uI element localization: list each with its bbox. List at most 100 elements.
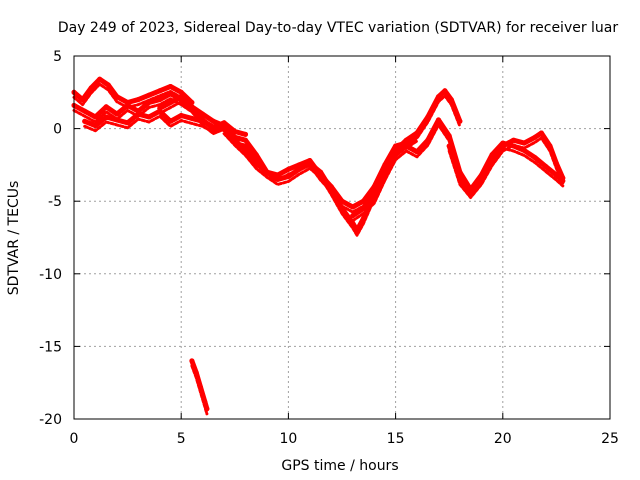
y-tick-label: -20 (39, 412, 62, 428)
data-point (415, 149, 420, 154)
y-axis-label: SDTVAR / TECUs (6, 181, 22, 296)
x-tick-label: 25 (601, 431, 619, 447)
data-point (168, 91, 173, 96)
data-point (286, 167, 291, 172)
data-point (157, 106, 162, 111)
data-point (104, 115, 109, 120)
series-lines (72, 77, 566, 414)
data-point (168, 100, 173, 105)
data-point (147, 100, 152, 105)
y-tick-label: -5 (48, 194, 62, 210)
data-point (222, 122, 227, 127)
data-point (533, 155, 538, 160)
data-point (415, 131, 420, 136)
data-point (382, 173, 387, 178)
y-tick-label: -10 (39, 267, 62, 283)
data-point (189, 358, 194, 363)
data-point (543, 164, 548, 169)
data-point (194, 370, 199, 375)
data-point (479, 177, 484, 182)
data-point (511, 138, 516, 143)
data-point (522, 141, 527, 146)
y-tick-label: 0 (53, 122, 62, 138)
y-tick-label: 5 (53, 49, 62, 65)
x-tick-label: 0 (70, 431, 79, 447)
x-tick-label: 20 (494, 431, 512, 447)
data-point (147, 115, 152, 120)
data-point (179, 113, 184, 118)
data-point (179, 94, 184, 99)
data-point (202, 399, 207, 404)
data-point (425, 138, 430, 143)
data-point (211, 126, 216, 131)
data-point (442, 88, 447, 93)
data-point (404, 144, 409, 149)
data-point (361, 199, 366, 204)
chart: Day 249 of 2023, Sidereal Day-to-day VTE… (0, 0, 640, 480)
data-point (490, 158, 495, 163)
data-point (404, 138, 409, 143)
data-point (275, 177, 280, 182)
data-point (106, 83, 111, 88)
data-point (350, 205, 355, 210)
data-point (222, 126, 227, 131)
data-point (436, 117, 441, 122)
data-point (93, 123, 98, 128)
x-axis-label: GPS time / hours (281, 458, 398, 474)
grid-lines (74, 56, 610, 419)
data-point (104, 104, 109, 109)
data-point (533, 135, 538, 140)
data-point (436, 94, 441, 99)
data-point (500, 144, 505, 149)
y-tick-label: -15 (39, 339, 62, 355)
data-point (286, 174, 291, 179)
data-point (340, 206, 345, 211)
data-point (361, 216, 366, 221)
data-point (243, 148, 248, 153)
series-satellite-track-7 (447, 131, 566, 198)
data-point (307, 161, 312, 166)
x-tick-label: 15 (387, 431, 405, 447)
data-point (125, 103, 130, 108)
series-satellite-track-8 (189, 358, 209, 413)
data-point (125, 120, 130, 125)
data-point (97, 77, 102, 82)
x-tick-label: 5 (177, 431, 186, 447)
data-point (168, 84, 173, 89)
data-point (114, 94, 119, 99)
data-point (318, 170, 323, 175)
chart-title: Day 249 of 2023, Sidereal Day-to-day VTE… (58, 20, 619, 36)
data-point (425, 115, 430, 120)
data-point (157, 97, 162, 102)
data-point (232, 138, 237, 143)
data-point (114, 117, 119, 122)
data-point (468, 190, 473, 195)
data-point (447, 133, 452, 138)
data-point (136, 97, 141, 102)
data-point (93, 115, 98, 120)
data-point (168, 119, 173, 124)
data-point (189, 104, 194, 109)
x-tick-label: 10 (279, 431, 297, 447)
data-point (89, 85, 94, 90)
data-point (554, 161, 559, 166)
plot-frame (74, 56, 610, 419)
data-point (254, 161, 259, 166)
data-point (560, 176, 565, 181)
data-point (393, 152, 398, 157)
data-point (548, 144, 553, 149)
data-point (449, 97, 454, 102)
data-point (200, 117, 205, 122)
data-point (189, 116, 194, 121)
data-point (254, 152, 259, 157)
series-satellite-track-5 (222, 88, 463, 235)
data-point (198, 385, 203, 390)
data-point (80, 97, 85, 102)
data-point (243, 132, 248, 137)
data-point (447, 144, 452, 149)
data-point (265, 170, 270, 175)
data-point (372, 196, 377, 201)
data-point (457, 119, 462, 124)
data-point (157, 88, 162, 93)
data-point (457, 177, 462, 182)
